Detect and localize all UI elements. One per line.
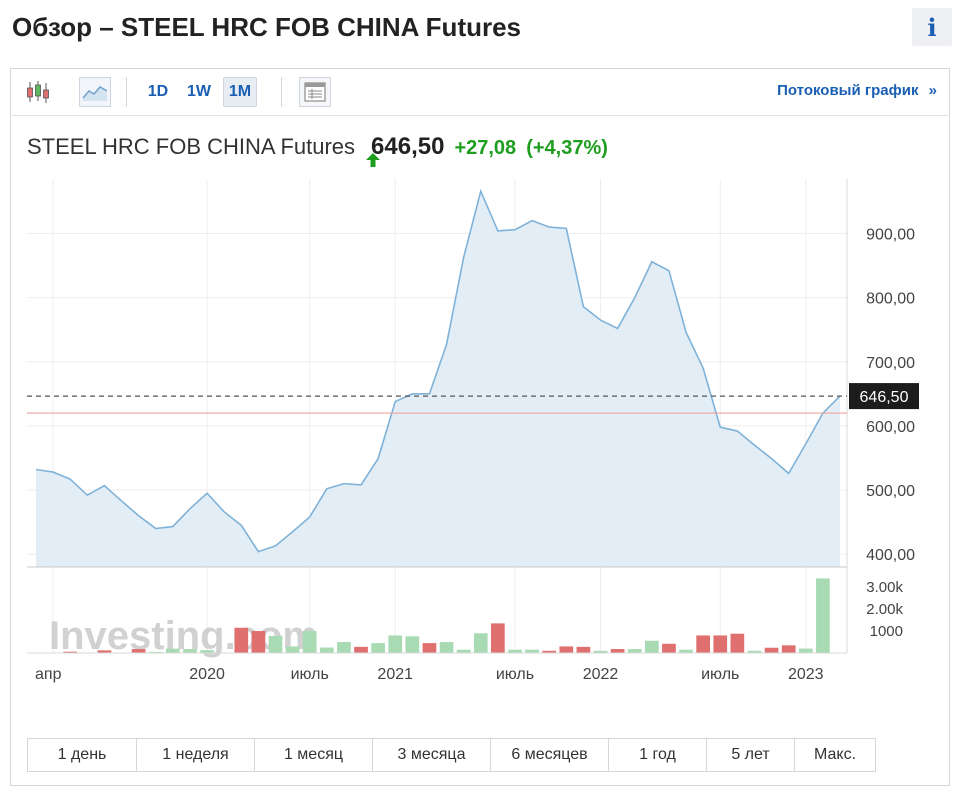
volume-bar xyxy=(234,627,249,653)
page-title: Обзор – STEEL HRC FOB CHINA Futures xyxy=(12,12,522,42)
price-tick-label: 400,00 xyxy=(866,547,915,564)
range-button[interactable]: 1 неделя xyxy=(137,739,255,771)
last-price: 646,50 xyxy=(371,133,445,160)
volume-bar xyxy=(131,649,146,653)
range-button[interactable]: 3 месяца xyxy=(373,739,491,771)
volume-bar xyxy=(730,633,745,653)
volume-bar xyxy=(354,646,368,653)
volume-bar xyxy=(542,650,557,653)
volume-bar xyxy=(148,651,163,653)
streaming-chart-link[interactable]: Потоковый график » xyxy=(777,82,937,99)
volume-bar xyxy=(200,650,214,653)
volume-bar xyxy=(319,647,334,653)
price-tick-label: 900,00 xyxy=(866,227,915,244)
double-chevron-right-icon: » xyxy=(928,82,937,99)
candlestick-chart-icon[interactable] xyxy=(23,77,53,107)
x-tick-label: 2023 xyxy=(788,666,824,683)
x-tick-label: июль xyxy=(496,666,534,683)
instrument-name: STEEL HRC FOB CHINA Futures xyxy=(27,134,356,159)
chart-toolbar: 1D 1W 1M Потоковый график » xyxy=(11,69,949,116)
volume-bar xyxy=(816,578,830,653)
volume-bar xyxy=(268,635,283,653)
volume-tick-label: 3.00k xyxy=(866,579,903,596)
volume-bar xyxy=(747,650,762,653)
volume-bar xyxy=(593,650,608,653)
price-tick-label: 700,00 xyxy=(866,355,915,372)
volume-bar xyxy=(302,631,317,653)
range-button[interactable]: Макс. xyxy=(795,739,875,771)
volume-tick-label: 1000 xyxy=(870,623,903,640)
volume-bar xyxy=(798,648,813,653)
volume-bar xyxy=(473,633,488,653)
volume-bar xyxy=(456,649,471,653)
volume-bar xyxy=(183,649,197,653)
volume-bar xyxy=(610,649,625,653)
range-button[interactable]: 6 месяцев xyxy=(491,739,609,771)
quote-header: STEEL HRC FOB CHINA Futures 646,50 +27,0… xyxy=(27,133,608,167)
x-tick-label: июль xyxy=(291,666,329,683)
info-icon[interactable]: i xyxy=(912,8,952,46)
volume-bar xyxy=(713,635,728,653)
timeframe-1m-button[interactable]: 1M xyxy=(223,77,257,107)
streaming-chart-label[interactable]: Потоковый график xyxy=(777,82,919,99)
x-tick-label: апр xyxy=(35,666,62,683)
volume-tick-label: 2.00k xyxy=(866,601,903,618)
volume-bar xyxy=(337,642,351,653)
x-tick-label: 2021 xyxy=(377,666,413,683)
volume-bar xyxy=(627,649,642,653)
x-tick-label: 2020 xyxy=(189,666,225,683)
x-tick-label: 2022 xyxy=(583,666,619,683)
price-chart: Investing.com400,00500,00600,00700,00800… xyxy=(27,179,919,683)
x-tick-label: июль xyxy=(701,666,739,683)
volume-bar xyxy=(388,635,403,653)
current-price-label: 646,50 xyxy=(860,389,909,406)
range-button[interactable]: 1 день xyxy=(28,739,137,771)
volume-bar xyxy=(679,649,693,653)
price-tick-label: 800,00 xyxy=(866,291,915,308)
price-tick-label: 600,00 xyxy=(866,419,915,436)
volume-bar xyxy=(491,623,505,653)
volume-bar xyxy=(371,643,385,653)
chart-panel: 1D 1W 1M Потоковый график » STEEL HRC FO… xyxy=(10,68,950,786)
volume-bar xyxy=(405,636,420,653)
volume-bar xyxy=(285,646,300,653)
volume-bar xyxy=(662,643,676,653)
volume-bar xyxy=(696,635,710,653)
range-button[interactable]: 1 месяц xyxy=(255,739,373,771)
toolbar-divider xyxy=(281,77,282,107)
current-price-badge xyxy=(849,383,919,410)
area-chart-icon[interactable] xyxy=(79,77,111,107)
volume-bar xyxy=(576,646,591,653)
volume-bar xyxy=(439,642,454,653)
volume-bar xyxy=(166,648,180,653)
volume-bar xyxy=(781,645,796,653)
timeframe-1d-button[interactable]: 1D xyxy=(147,83,169,100)
price-area xyxy=(36,191,840,567)
volume-bar xyxy=(764,647,779,653)
range-button[interactable]: 5 лет xyxy=(707,739,795,771)
price-tick-label: 500,00 xyxy=(866,483,915,500)
volume-bar xyxy=(644,640,659,653)
volume-bar xyxy=(559,646,574,653)
range-button[interactable]: 1 год xyxy=(609,739,707,771)
toolbar-divider xyxy=(126,77,127,107)
range-selector: 1 день 1 неделя 1 месяц 3 месяца 6 месяцев 1 … xyxy=(27,738,876,772)
volume-bar xyxy=(97,650,112,653)
volume-bar xyxy=(508,649,522,653)
volume-bar xyxy=(63,651,78,653)
price-change-percent: (+4,37%) xyxy=(526,137,608,159)
price-line xyxy=(35,188,841,553)
volume-bar xyxy=(422,643,437,653)
table-view-icon[interactable] xyxy=(299,77,331,107)
volume-bar xyxy=(251,631,266,653)
volume-bar xyxy=(525,649,539,653)
price-change: +27,08 xyxy=(454,137,517,159)
timeframe-1w-button[interactable]: 1W xyxy=(187,83,211,100)
